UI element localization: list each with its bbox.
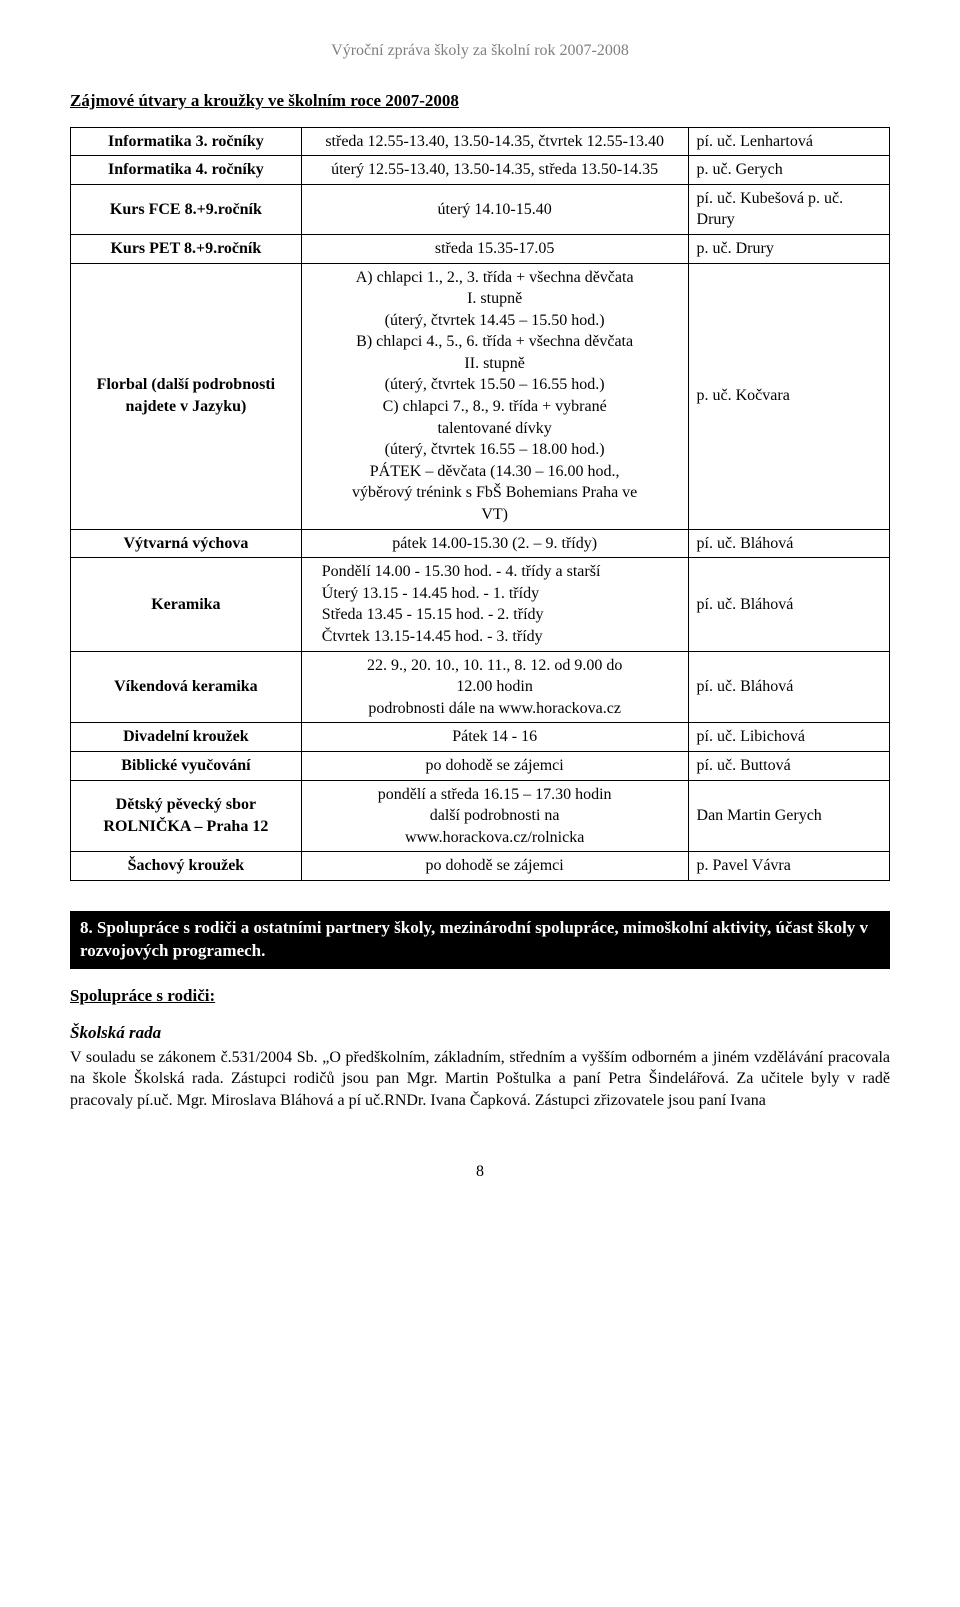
club-time: pátek 14.00-15.30 (2. – 9. třídy)	[301, 529, 688, 558]
table-row: Výtvarná výchovapátek 14.00-15.30 (2. – …	[71, 529, 890, 558]
club-time: A) chlapci 1., 2., 3. třída + všechna dě…	[301, 263, 688, 529]
club-name: Keramika	[71, 558, 302, 651]
club-time: po dohodě se zájemci	[301, 852, 688, 881]
club-teacher: pí. uč. Bláhová	[688, 558, 889, 651]
page-header: Výroční zpráva školy za školní rok 2007-…	[70, 40, 890, 62]
club-teacher: p. uč. Gerych	[688, 156, 889, 185]
club-name: Biblické vyučování	[71, 751, 302, 780]
club-time: Pondělí 14.00 - 15.30 hod. - 4. třídy a …	[301, 558, 688, 651]
club-teacher: p. uč. Drury	[688, 234, 889, 263]
table-row: Informatika 4. ročníkyúterý 12.55-13.40,…	[71, 156, 890, 185]
club-teacher: p. uč. Kočvara	[688, 263, 889, 529]
club-time: pondělí a středa 16.15 – 17.30 hodindalš…	[301, 780, 688, 852]
club-time: po dohodě se zájemci	[301, 751, 688, 780]
table-row: Biblické vyučovánípo dohodě se zájemcipí…	[71, 751, 890, 780]
table-row: Kurs FCE 8.+9.ročníkúterý 14.10-15.40pí.…	[71, 184, 890, 234]
table-row: Informatika 3. ročníkystředa 12.55-13.40…	[71, 127, 890, 156]
body-heading: Školská rada	[70, 1022, 890, 1045]
club-teacher: pí. uč. Bláhová	[688, 651, 889, 723]
subsection-title: Spolupráce s rodiči:	[70, 985, 890, 1008]
club-teacher: pí. uč. Bláhová	[688, 529, 889, 558]
club-teacher: pí. uč. Buttová	[688, 751, 889, 780]
table-row: Šachový kroužekpo dohodě se zájemcip. Pa…	[71, 852, 890, 881]
club-name: Dětský pěvecký sbor ROLNIČKA – Praha 12	[71, 780, 302, 852]
club-teacher: p. Pavel Vávra	[688, 852, 889, 881]
club-teacher: pí. uč. Kubešová p. uč. Drury	[688, 184, 889, 234]
club-name: Informatika 4. ročníky	[71, 156, 302, 185]
table-row: Dětský pěvecký sbor ROLNIČKA – Praha 12p…	[71, 780, 890, 852]
clubs-table: Informatika 3. ročníkystředa 12.55-13.40…	[70, 127, 890, 881]
club-time: úterý 14.10-15.40	[301, 184, 688, 234]
table-row: Víkendová keramika22. 9., 20. 10., 10. 1…	[71, 651, 890, 723]
club-name: Šachový kroužek	[71, 852, 302, 881]
club-time: úterý 12.55-13.40, 13.50-14.35, středa 1…	[301, 156, 688, 185]
body-paragraph: V souladu se zákonem č.531/2004 Sb. „O p…	[70, 1047, 890, 1112]
club-name: Víkendová keramika	[71, 651, 302, 723]
club-teacher: pí. uč. Libichová	[688, 723, 889, 752]
club-teacher: pí. uč. Lenhartová	[688, 127, 889, 156]
club-name: Kurs PET 8.+9.ročník	[71, 234, 302, 263]
club-time: Pátek 14 - 16	[301, 723, 688, 752]
club-time: středa 15.35-17.05	[301, 234, 688, 263]
table-row: Kurs PET 8.+9.ročníkstředa 15.35-17.05p.…	[71, 234, 890, 263]
club-teacher: Dan Martin Gerych	[688, 780, 889, 852]
page-number: 8	[70, 1161, 890, 1183]
club-time: středa 12.55-13.40, 13.50-14.35, čtvrtek…	[301, 127, 688, 156]
club-name: Divadelní kroužek	[71, 723, 302, 752]
section-8-heading: 8. Spolupráce s rodiči a ostatními partn…	[70, 911, 890, 969]
club-name: Florbal (další podrobnosti najdete v Jaz…	[71, 263, 302, 529]
club-name: Kurs FCE 8.+9.ročník	[71, 184, 302, 234]
club-name: Informatika 3. ročníky	[71, 127, 302, 156]
club-name: Výtvarná výchova	[71, 529, 302, 558]
section-title: Zájmové útvary a kroužky ve školním roce…	[70, 90, 890, 113]
club-time: 22. 9., 20. 10., 10. 11., 8. 12. od 9.00…	[301, 651, 688, 723]
table-row: Divadelní kroužekPátek 14 - 16pí. uč. Li…	[71, 723, 890, 752]
table-row: KeramikaPondělí 14.00 - 15.30 hod. - 4. …	[71, 558, 890, 651]
table-row: Florbal (další podrobnosti najdete v Jaz…	[71, 263, 890, 529]
